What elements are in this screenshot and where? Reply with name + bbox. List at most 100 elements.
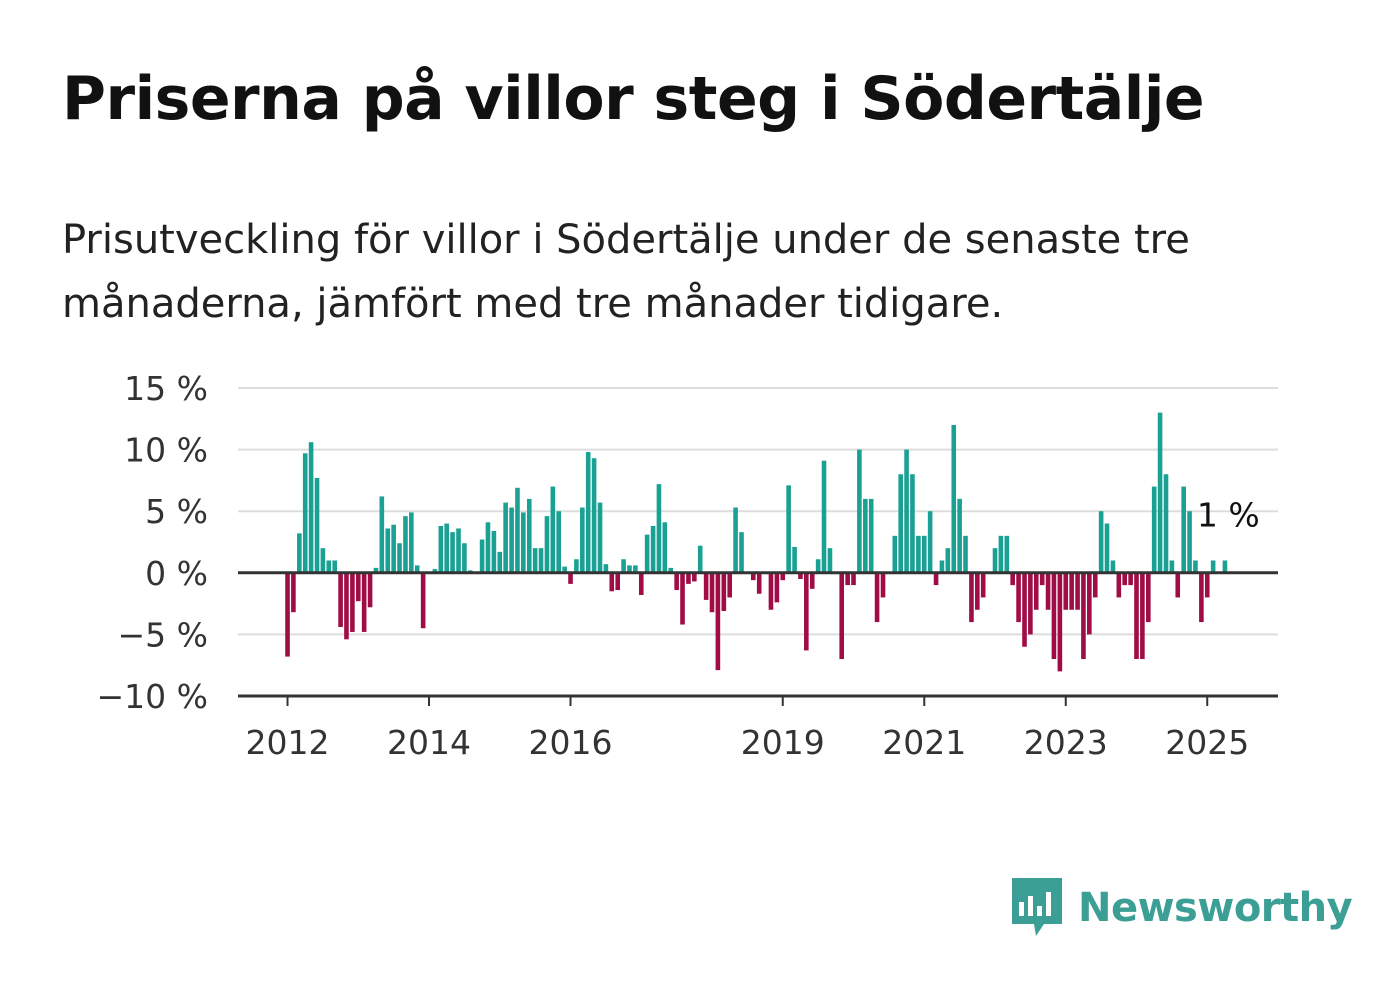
bar	[409, 512, 414, 573]
bar	[497, 551, 503, 573]
bar	[656, 484, 662, 573]
bar	[332, 560, 338, 573]
bar	[916, 535, 921, 573]
x-tick-label: 2025	[1165, 723, 1249, 762]
bar	[957, 498, 962, 573]
bar	[580, 507, 585, 573]
bar	[910, 474, 915, 573]
bar	[515, 487, 520, 573]
bar	[1016, 572, 1021, 623]
bar	[373, 567, 379, 573]
bar	[538, 548, 544, 573]
bar	[792, 546, 797, 573]
bar	[1181, 486, 1186, 573]
bar	[509, 507, 514, 573]
bar	[874, 572, 880, 623]
bar	[868, 498, 874, 573]
x-tick-label: 2019	[741, 723, 825, 762]
bar	[320, 548, 326, 573]
bar	[633, 565, 638, 573]
bar	[857, 449, 862, 573]
bar	[350, 572, 355, 632]
bar	[863, 498, 868, 573]
bar	[627, 565, 632, 573]
bar	[438, 525, 444, 573]
bar	[621, 559, 626, 573]
bar	[1140, 572, 1145, 660]
bar	[503, 502, 508, 573]
bar	[550, 486, 556, 573]
bar	[568, 572, 573, 584]
axes: 15 % 10 % 5 % 0 % −5 % −10 % 2012 2014 2016 2019 2…	[97, 369, 1278, 762]
bar	[992, 548, 998, 573]
x-tick-label: 2023	[1024, 723, 1108, 762]
bar	[326, 560, 332, 573]
bar	[285, 572, 290, 657]
bar	[709, 572, 715, 613]
bar	[674, 572, 679, 591]
bar-series	[285, 412, 1228, 672]
bar	[403, 516, 408, 573]
bar	[308, 442, 314, 573]
y-tick-label: −10 %	[97, 677, 209, 716]
bar	[963, 535, 968, 573]
bar	[1222, 560, 1228, 573]
grid-lines	[238, 387, 1278, 636]
bar	[591, 458, 597, 573]
bar	[780, 572, 786, 581]
bar	[297, 533, 302, 573]
chart-title: Priserna på villor steg i Södertälje	[62, 64, 1205, 134]
bar	[638, 572, 644, 595]
bar	[1045, 572, 1051, 610]
bar	[892, 535, 898, 573]
bar	[851, 572, 856, 586]
bar	[1151, 486, 1157, 573]
bar	[650, 525, 656, 573]
bar	[1128, 572, 1133, 586]
last-value-label: 1 %	[1197, 496, 1260, 535]
bar	[379, 496, 385, 573]
bar	[314, 477, 320, 573]
y-tick-label: 5 %	[145, 492, 208, 531]
bar	[302, 453, 308, 573]
bar	[1157, 412, 1163, 573]
bar	[998, 535, 1004, 573]
bar	[1163, 474, 1169, 573]
x-tick-label: 2014	[387, 723, 471, 762]
bar	[1069, 572, 1074, 610]
bar	[1098, 511, 1104, 573]
x-tick-label: 2012	[246, 723, 330, 762]
bar	[768, 572, 774, 610]
bar	[721, 572, 727, 611]
bar	[1075, 572, 1080, 610]
bar	[774, 572, 780, 603]
bar	[385, 528, 391, 573]
newsworthy-logo: Newsworthy	[1010, 876, 1353, 940]
x-tick-label: 2016	[529, 723, 613, 762]
bar	[544, 516, 550, 573]
bar	[921, 535, 927, 573]
bar	[1087, 572, 1092, 635]
bar	[715, 572, 721, 671]
bar	[804, 572, 809, 651]
bar	[733, 507, 738, 573]
bar	[898, 474, 903, 573]
chart-subtitle: Prisutveckling för villor i Södertälje u…	[62, 217, 1190, 327]
bar	[1193, 560, 1198, 573]
bar	[686, 572, 691, 584]
bar	[756, 572, 762, 594]
bar	[951, 424, 957, 573]
bar	[1122, 572, 1127, 586]
bar	[432, 569, 438, 573]
bar	[291, 572, 296, 613]
bar	[1092, 572, 1098, 598]
bar	[462, 543, 467, 573]
bar	[809, 572, 815, 589]
bar	[1134, 572, 1139, 660]
bar	[821, 460, 827, 573]
x-tick-label: 2021	[882, 723, 966, 762]
bar	[526, 498, 532, 573]
bar	[1033, 572, 1039, 610]
bar	[355, 572, 361, 602]
